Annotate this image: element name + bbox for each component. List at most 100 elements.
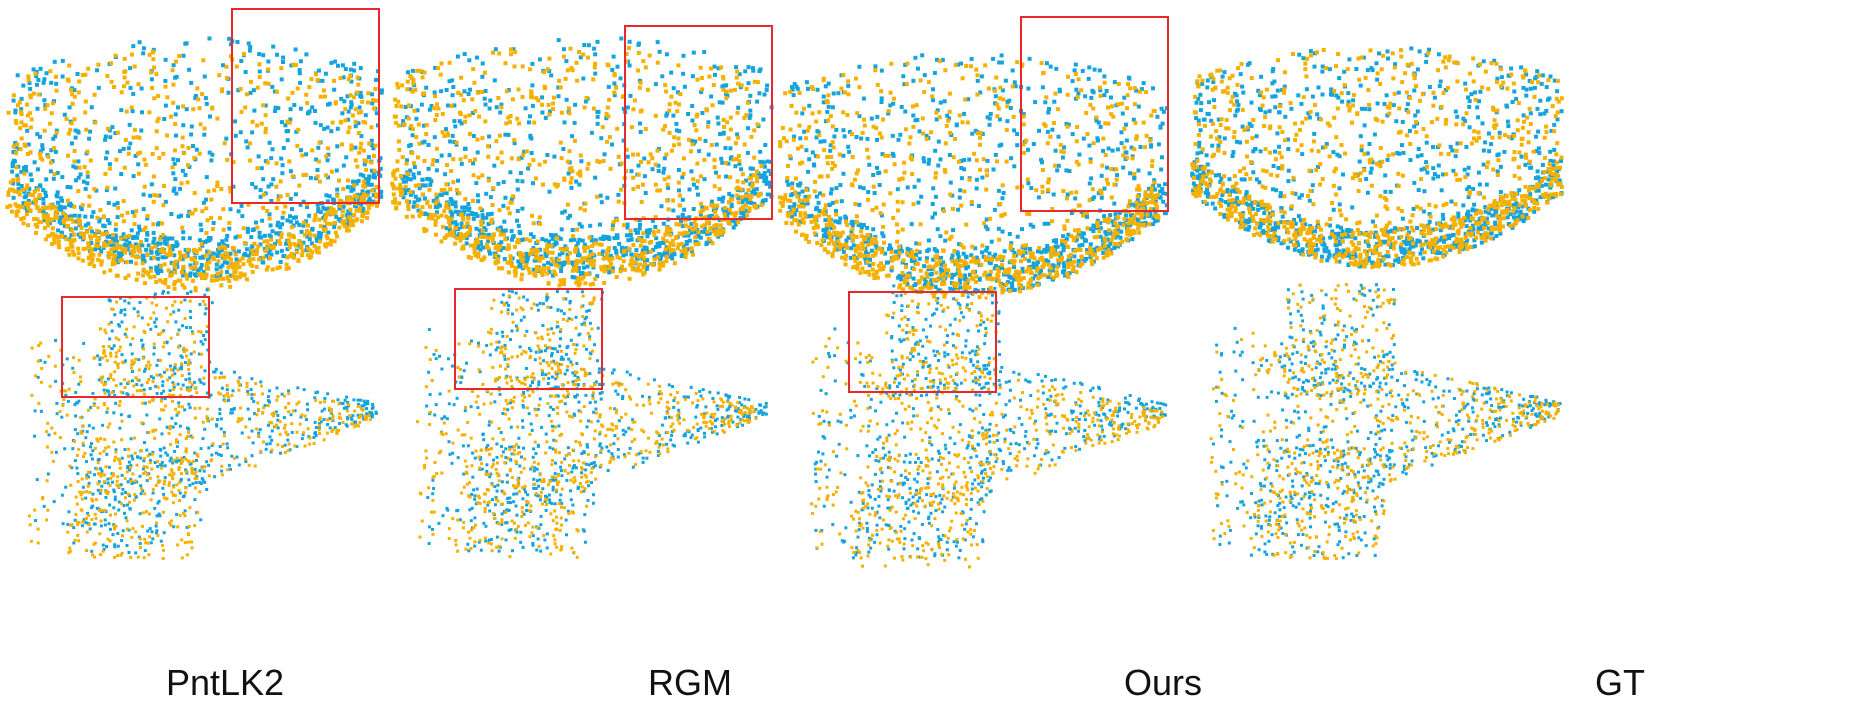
point [224,237,229,242]
point [959,61,964,66]
point [256,154,261,159]
point [335,193,340,198]
point [354,181,359,186]
point [750,190,755,195]
point [433,118,438,122]
point [898,132,903,137]
point [193,95,198,100]
point [132,249,137,254]
point [487,134,492,139]
point [87,262,92,266]
point [873,250,878,255]
point [26,78,31,83]
point [726,210,730,215]
point [80,203,85,208]
point [307,230,312,235]
point [1121,165,1126,170]
point [288,196,293,201]
point [99,259,104,264]
point [346,178,350,183]
point [660,74,665,79]
point [636,163,641,168]
point [812,218,817,223]
point [277,265,282,270]
point [914,103,919,108]
point [267,233,272,238]
point [482,96,487,101]
point [1116,102,1121,107]
point [196,97,201,102]
point [352,61,357,66]
point [252,249,257,254]
point [689,246,694,251]
point [305,234,310,239]
point [132,245,137,250]
point [489,219,494,224]
point [746,65,751,70]
point [197,151,202,156]
point [942,281,947,286]
point [637,254,641,259]
point [728,146,733,151]
point [863,239,868,244]
point [83,99,88,104]
point [152,65,157,70]
point [729,194,734,199]
point [191,107,196,112]
point [846,83,851,88]
point [482,234,486,239]
point [694,185,699,190]
point [984,248,989,253]
point [1012,265,1016,269]
point [1106,146,1111,151]
point [749,176,753,181]
point [843,262,848,267]
point [349,79,354,84]
point [519,155,524,160]
point [941,260,946,265]
point [317,179,322,184]
point [171,157,176,162]
point [456,209,461,214]
point [477,228,482,233]
point [58,204,63,209]
point [993,252,998,257]
point [149,256,154,261]
point [74,178,78,183]
point [764,181,769,186]
point [450,78,455,83]
point [560,279,565,284]
point [654,236,659,241]
point [1134,200,1139,205]
point [640,253,645,258]
point [507,261,512,266]
point [490,239,495,244]
point [579,224,584,229]
point [916,200,921,205]
point [299,245,304,250]
point [143,281,147,286]
point [1070,132,1075,137]
point [439,239,444,244]
point [480,173,485,178]
point [140,253,145,258]
point [359,192,364,197]
point [712,158,717,162]
point [661,236,666,241]
point [933,284,938,289]
point [663,232,668,237]
point [275,223,280,228]
point [451,157,456,162]
point [453,124,458,129]
point [1085,214,1089,219]
point [205,249,210,254]
point [420,177,425,182]
point [719,231,724,236]
point [828,191,833,196]
point [13,202,18,207]
point [986,86,991,91]
point [634,248,639,253]
point [1092,67,1097,72]
point [358,66,363,71]
point [366,182,371,187]
